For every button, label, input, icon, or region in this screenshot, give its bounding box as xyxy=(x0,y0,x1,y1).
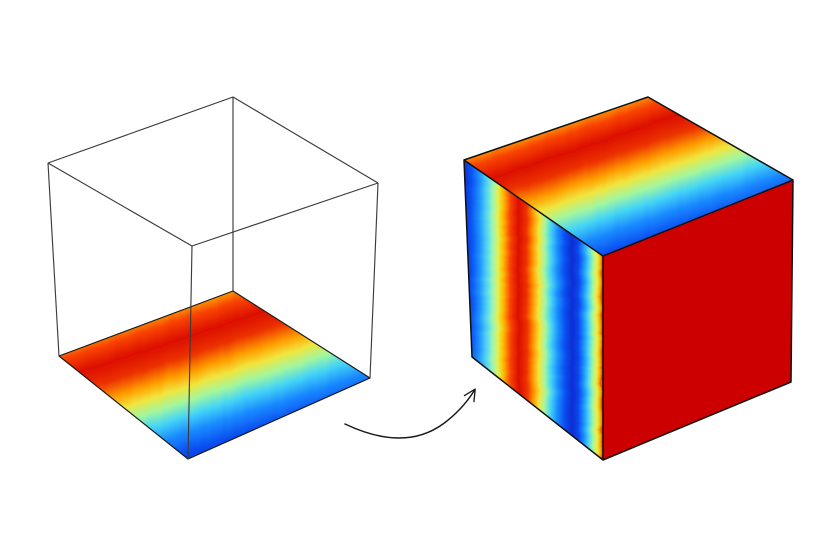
cube-face-right xyxy=(603,180,793,460)
bottom-slice xyxy=(59,291,370,459)
source-panel xyxy=(47,96,379,460)
cube-edges xyxy=(463,96,794,461)
cube-face-left xyxy=(464,160,603,460)
result-panel xyxy=(463,96,794,461)
wireframe-front-edges xyxy=(47,162,379,460)
wireframe-back-edges xyxy=(47,96,379,291)
curved-transform-arrow xyxy=(344,388,476,439)
